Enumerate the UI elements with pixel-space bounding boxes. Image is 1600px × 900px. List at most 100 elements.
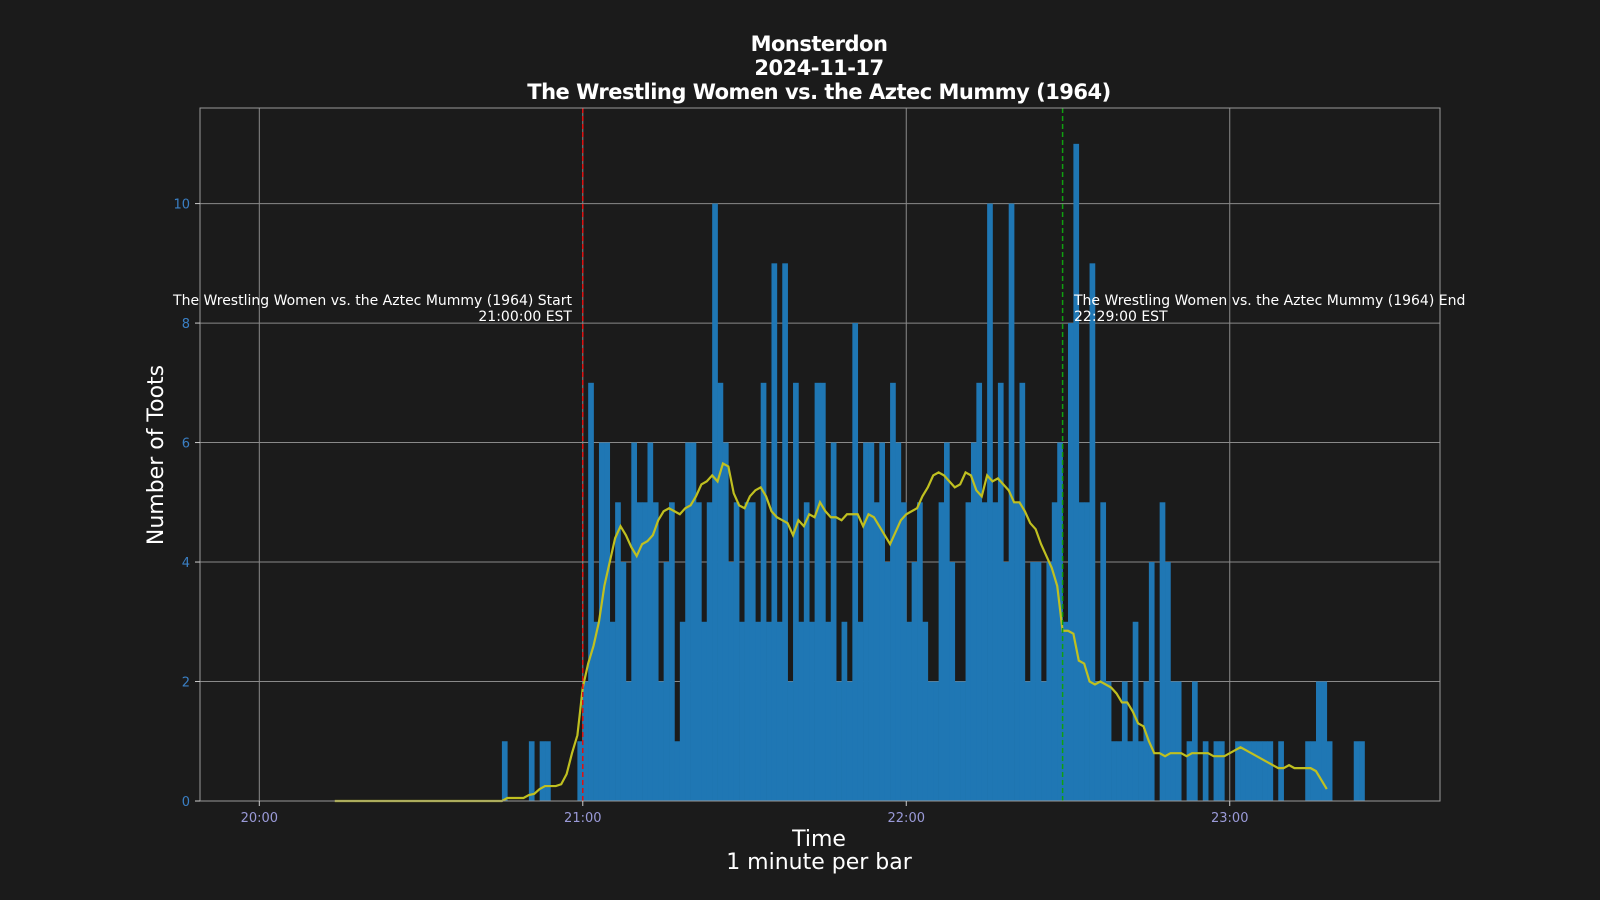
bar (642, 502, 648, 801)
bar (690, 442, 697, 801)
bar (631, 442, 637, 801)
bar (501, 741, 508, 801)
bar (647, 442, 654, 801)
bar (706, 502, 713, 801)
bar (615, 502, 621, 801)
bar (1240, 741, 1247, 801)
bar (1310, 741, 1317, 801)
x-axis-sublabel: 1 minute per bar (726, 850, 913, 875)
bar (879, 442, 885, 801)
end-annotation-line-2: 22:29:00 EST (1074, 309, 1168, 325)
bar (744, 502, 751, 801)
bar (652, 502, 659, 801)
bar (1138, 741, 1144, 801)
bar (1024, 681, 1031, 801)
bar (593, 621, 600, 801)
bar (1143, 681, 1150, 801)
bar (803, 502, 810, 801)
bar (1321, 681, 1328, 801)
bar (766, 621, 772, 801)
bar (1035, 562, 1042, 801)
bar (1105, 681, 1112, 801)
bar (776, 621, 783, 801)
bar (577, 741, 584, 801)
bar (1359, 741, 1365, 801)
bar (674, 741, 681, 801)
bar (1186, 741, 1193, 801)
bar (987, 203, 993, 802)
bar (1278, 741, 1284, 801)
bar (1132, 621, 1139, 801)
bar (1175, 681, 1182, 801)
bar (857, 621, 864, 801)
bar (1051, 502, 1058, 801)
bar (1073, 143, 1080, 801)
bar (539, 741, 546, 801)
bar (1078, 502, 1085, 801)
y-tick-label: 0 (182, 795, 190, 810)
bar (782, 263, 788, 801)
y-tick-label: 8 (182, 317, 190, 332)
bar (1084, 502, 1090, 801)
bar (922, 621, 929, 801)
bar (1267, 741, 1274, 801)
y-tick-label: 4 (182, 556, 190, 571)
bar (1353, 741, 1360, 801)
bar (658, 681, 664, 801)
bar (588, 382, 594, 801)
x-tick-label: 20:00 (241, 811, 278, 826)
bar (755, 621, 761, 801)
x-tick-label: 23:00 (1211, 811, 1248, 826)
bar (1148, 562, 1155, 801)
y-tick-label: 10 (173, 198, 190, 213)
bar (814, 382, 821, 801)
bar (981, 502, 988, 801)
bar (1121, 681, 1128, 801)
chart-title-line-1: Monsterdon (751, 32, 888, 56)
bar (663, 562, 670, 801)
bar (944, 442, 950, 801)
bar (1008, 203, 1015, 802)
bar (949, 562, 956, 801)
bar (1262, 741, 1268, 801)
y-tick-label: 2 (182, 676, 190, 691)
bar (841, 621, 848, 801)
bar (528, 741, 535, 801)
bar (749, 502, 756, 801)
annotations: The Wrestling Women vs. the Aztec Mummy … (172, 293, 1465, 325)
bar (830, 442, 837, 801)
bar (960, 681, 966, 801)
bar (965, 502, 972, 801)
bar (917, 502, 923, 801)
bar (933, 681, 939, 801)
bar (1030, 562, 1036, 801)
event-lines (582, 108, 1064, 801)
bar (884, 562, 891, 801)
bar (852, 323, 859, 801)
bar (1316, 681, 1322, 801)
bar (825, 621, 832, 801)
bar (1100, 502, 1107, 801)
bar (545, 741, 551, 801)
bar (1003, 562, 1009, 801)
bar (1170, 681, 1177, 801)
bar (868, 442, 875, 801)
bar (1089, 263, 1096, 801)
bar (1192, 681, 1198, 801)
bar (895, 442, 902, 801)
bar (696, 502, 702, 801)
x-ticks: 20:00 21:00 22:00 23:00 (241, 801, 1248, 826)
bar (1057, 442, 1063, 801)
bar (701, 621, 708, 801)
chart-title-line-2: 2024-11-17 (754, 56, 883, 80)
y-ticks: 0 2 4 6 8 10 (173, 198, 200, 810)
bar (582, 681, 589, 801)
bar (728, 562, 735, 801)
bar (911, 562, 918, 801)
bar (669, 502, 675, 801)
plot-frame (199, 107, 1441, 802)
bar (636, 502, 643, 801)
end-annotation-line-1: The Wrestling Women vs. the Aztec Mummy … (1073, 293, 1465, 309)
bar (712, 203, 718, 802)
